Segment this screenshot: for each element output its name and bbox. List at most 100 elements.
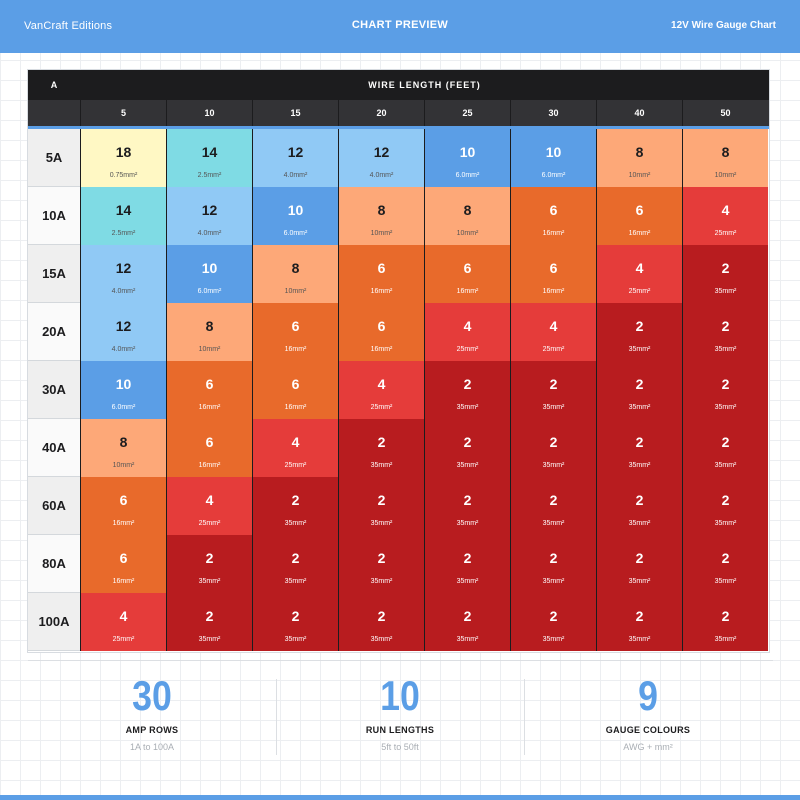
mm-value: 35mm² <box>714 404 737 411</box>
mm-value: 35mm² <box>198 578 221 585</box>
awg-value: 6 <box>549 202 558 218</box>
awg-value: 2 <box>463 492 472 508</box>
mm-value: 35mm² <box>542 578 565 585</box>
mm-value: 35mm² <box>714 578 737 585</box>
awg-value: 6 <box>549 260 558 276</box>
stat-label: RUN LENGTHS <box>365 725 435 735</box>
mm-value: 16mm² <box>542 230 565 237</box>
mm-value: 0.75mm² <box>109 172 138 179</box>
awg-value: 10 <box>459 144 476 160</box>
gauge-cell: 2 35mm² <box>252 593 338 651</box>
amp-row-label: 20A <box>28 303 80 361</box>
awg-value: 8 <box>119 434 128 450</box>
gauge-cell: 6 16mm² <box>596 187 682 245</box>
gauge-cell: 18 0.75mm² <box>80 129 166 187</box>
awg-value: 4 <box>377 376 386 392</box>
gauge-cell: 6 16mm² <box>80 477 166 535</box>
awg-value: 8 <box>205 318 214 334</box>
gauge-cell: 8 10mm² <box>338 187 424 245</box>
awg-value: 6 <box>463 260 472 276</box>
mm-value: 4.0mm² <box>197 230 222 237</box>
mm-value: 35mm² <box>542 636 565 643</box>
gauge-cell: 6 16mm² <box>510 245 596 303</box>
awg-value: 2 <box>205 608 214 624</box>
gauge-cell: 14 2.5mm² <box>80 187 166 245</box>
stat-label: AMP ROWS <box>125 725 179 735</box>
stat-block: 10 RUN LENGTHS 5ft to 50ft <box>276 661 524 761</box>
awg-value: 8 <box>635 144 644 160</box>
awg-value: 2 <box>635 376 644 392</box>
gauge-cell: 8 10mm² <box>252 245 338 303</box>
amp-row-label: 60A <box>28 477 80 535</box>
gauge-cell: 6 16mm² <box>252 303 338 361</box>
stat-sub: AWG + mm² <box>623 742 673 752</box>
mm-value: 6.0mm² <box>455 172 480 179</box>
summary-stats: 30 AMP ROWS 1A to 100A 10 RUN LENGTHS 5ft to … <box>28 660 773 760</box>
awg-value: 2 <box>463 608 472 624</box>
gauge-cell: 12 4.0mm² <box>80 303 166 361</box>
stat-divider <box>276 679 277 755</box>
awg-value: 2 <box>549 550 558 566</box>
gauge-cell: 4 25mm² <box>424 303 510 361</box>
gauge-cell: 12 4.0mm² <box>252 129 338 187</box>
gauge-cell: 2 35mm² <box>682 245 768 303</box>
awg-value: 2 <box>377 434 386 450</box>
mm-value: 6.0mm² <box>283 230 308 237</box>
gauge-cell: 2 35mm² <box>682 419 768 477</box>
gauge-cell: 2 35mm² <box>596 593 682 651</box>
stat-block: 9 GAUGE COLOURS AWG + mm² <box>524 661 772 761</box>
mm-value: 35mm² <box>628 462 651 469</box>
mm-value: 35mm² <box>456 462 479 469</box>
awg-value: 2 <box>291 608 300 624</box>
awg-value: 6 <box>205 434 214 450</box>
mm-value: 10mm² <box>370 230 393 237</box>
gauge-cell: 2 35mm² <box>252 535 338 593</box>
gauge-cell: 2 35mm² <box>424 477 510 535</box>
mm-value: 35mm² <box>628 520 651 527</box>
stat-sub: 1A to 100A <box>129 742 175 752</box>
gauge-cell: 12 4.0mm² <box>338 129 424 187</box>
amp-column-header: A <box>50 80 58 90</box>
mm-value: 16mm² <box>542 288 565 295</box>
gauge-cell: 2 35mm² <box>682 477 768 535</box>
awg-value: 2 <box>549 376 558 392</box>
gauge-cell: 8 10mm² <box>596 129 682 187</box>
mm-value: 16mm² <box>370 346 393 353</box>
awg-value: 2 <box>377 550 386 566</box>
mm-value: 16mm² <box>112 578 135 585</box>
mm-value: 25mm² <box>284 462 307 469</box>
header-accent-line <box>28 126 769 129</box>
mm-value: 25mm² <box>542 346 565 353</box>
mm-value: 35mm² <box>284 520 307 527</box>
gauge-cell: 2 35mm² <box>682 303 768 361</box>
awg-value: 4 <box>635 260 644 276</box>
mm-value: 35mm² <box>456 404 479 411</box>
wire-length-header: WIRE LENGTH (FEET) <box>368 80 481 90</box>
stat-number: 10 <box>380 672 420 719</box>
gauge-cell: 2 35mm² <box>682 593 768 651</box>
mm-value: 25mm² <box>456 346 479 353</box>
gauge-cell: 4 25mm² <box>252 419 338 477</box>
gauge-cell: 2 35mm² <box>682 361 768 419</box>
mm-value: 35mm² <box>628 404 651 411</box>
gauge-cell: 2 35mm² <box>166 535 252 593</box>
mm-value: 16mm² <box>112 520 135 527</box>
gauge-cell: 6 16mm² <box>252 361 338 419</box>
length-column-30: 30 <box>510 100 596 126</box>
mm-value: 4.0mm² <box>111 346 136 353</box>
gauge-cell: 6 16mm² <box>424 245 510 303</box>
awg-value: 2 <box>463 550 472 566</box>
awg-value: 6 <box>119 550 128 566</box>
gauge-cell: 2 35mm² <box>682 535 768 593</box>
gauge-cell: 2 35mm² <box>166 593 252 651</box>
stat-label: GAUGE COLOURS <box>605 725 691 735</box>
awg-value: 8 <box>377 202 386 218</box>
awg-value: 10 <box>115 376 132 392</box>
gauge-cell: 8 10mm² <box>682 129 768 187</box>
mm-value: 25mm² <box>198 520 221 527</box>
mm-value: 10mm² <box>456 230 479 237</box>
mm-value: 16mm² <box>370 288 393 295</box>
gauge-cell: 2 35mm² <box>338 593 424 651</box>
mm-value: 25mm² <box>628 288 651 295</box>
awg-value: 12 <box>287 144 304 160</box>
